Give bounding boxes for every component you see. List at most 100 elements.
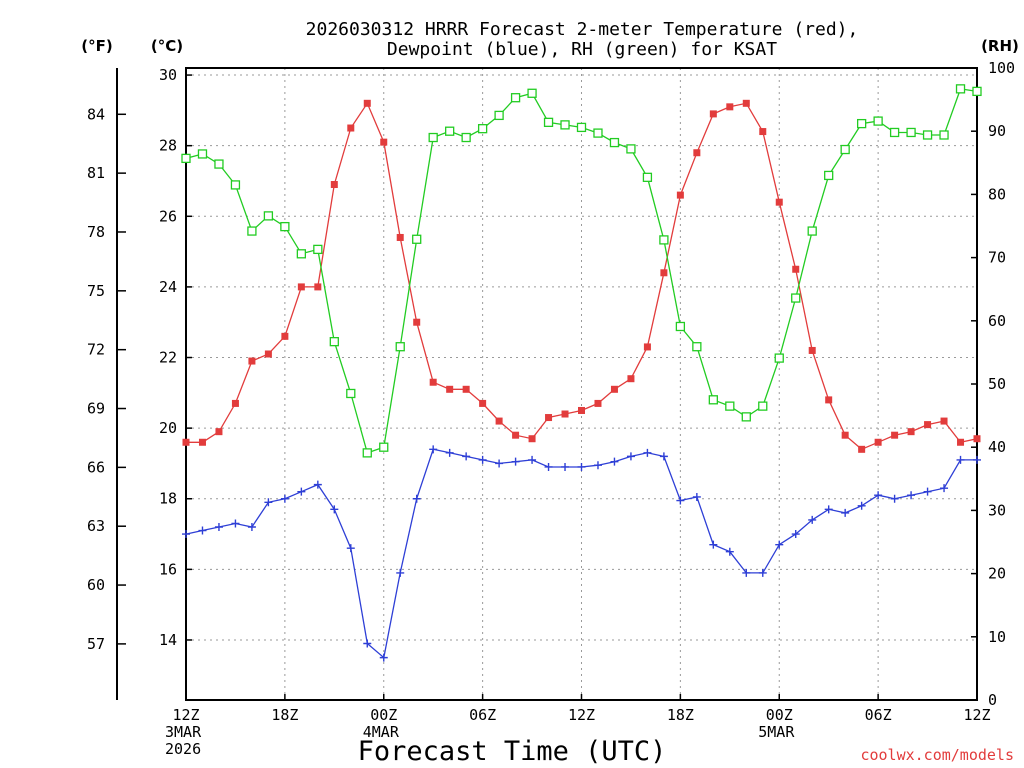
dewpoint-point <box>247 522 256 531</box>
dewpoint-series <box>182 445 981 662</box>
rh-point <box>527 88 537 98</box>
title-line-2: Dewpoint (blue), RH (green) for KSAT <box>387 39 777 60</box>
dewpoint-point <box>626 452 635 461</box>
celsius-unit-label: (°C) <box>151 37 183 55</box>
rh-point <box>379 442 389 452</box>
rh-point <box>395 342 405 352</box>
rh-point <box>477 124 488 134</box>
rh-point <box>840 144 850 155</box>
dewpoint-point <box>890 494 899 503</box>
rh-point <box>181 153 191 164</box>
temperature-point <box>874 438 882 446</box>
x-tick-label: 06Z <box>469 706 496 724</box>
temperature-point <box>413 318 421 326</box>
dewpoint-point <box>511 457 520 466</box>
dewpoint-point <box>824 505 833 514</box>
rh-point <box>725 401 735 411</box>
dewpoint-point <box>544 462 553 471</box>
rh-tick-label: 20 <box>988 565 1006 583</box>
dewpoint-point <box>791 530 800 539</box>
dewpoint-point <box>940 484 949 493</box>
temperature-point <box>825 396 833 404</box>
rh-tick-label: 90 <box>988 122 1006 140</box>
rh-point <box>280 221 290 232</box>
rh-point <box>412 234 422 244</box>
rh-point <box>972 86 982 97</box>
dewpoint-point <box>775 540 784 549</box>
x-tick-label: 00Z <box>370 706 397 724</box>
temperature-point <box>940 417 948 425</box>
dewpoint-point <box>198 526 207 535</box>
dewpoint-point <box>528 455 537 464</box>
rh-point <box>247 226 257 236</box>
dewpoint-point <box>561 462 570 471</box>
dewpoint-point <box>676 496 685 505</box>
dewpoint-point <box>907 491 916 500</box>
temperature-point <box>808 346 816 354</box>
rh-point <box>510 93 521 103</box>
x-tick-label: 12Z <box>172 706 199 724</box>
rh-point <box>922 130 933 140</box>
celsius-tick-label: 16 <box>159 560 177 578</box>
temperature-point <box>380 138 388 146</box>
x-tick-label: 2026 <box>165 740 201 758</box>
temperature-point <box>264 350 272 358</box>
temperature-point <box>528 435 536 443</box>
dewpoint-point <box>577 462 586 471</box>
dewpoint-point <box>231 519 240 528</box>
rh-point <box>889 127 900 138</box>
temperature-point <box>215 428 223 436</box>
temperature-point <box>907 428 915 436</box>
rh-point <box>675 321 686 332</box>
temperature-point <box>709 110 717 118</box>
rh-point <box>626 144 636 154</box>
temperature-point <box>973 435 981 443</box>
rh-point <box>428 132 438 143</box>
rh-tick-label: 50 <box>988 375 1006 393</box>
rh-point <box>873 116 883 126</box>
fahrenheit-tick-label: 69 <box>87 400 105 418</box>
grid <box>186 68 977 700</box>
rh-tick-label: 40 <box>988 438 1006 456</box>
dewpoint-point <box>297 487 306 496</box>
rh-point <box>362 448 372 458</box>
rh-point <box>494 110 504 121</box>
fahrenheit-tick-label: 78 <box>87 223 105 241</box>
rh-point <box>609 137 620 148</box>
rh-point <box>642 172 653 182</box>
fahrenheit-tick-label: 81 <box>87 164 105 182</box>
rh-point <box>692 342 702 352</box>
x-tick-label: 4MAR <box>363 723 400 741</box>
temperature-point <box>561 410 569 418</box>
x-tick-label: 5MAR <box>758 723 795 741</box>
dewpoint-point <box>264 498 273 507</box>
rh-point <box>445 126 455 136</box>
temperature-point <box>446 385 454 393</box>
rh-point <box>296 249 307 259</box>
temperature-point <box>578 406 585 414</box>
rh-tick-label: 30 <box>988 501 1006 519</box>
dewpoint-point <box>923 487 932 496</box>
temperature-point <box>462 385 470 393</box>
celsius-tick-label: 26 <box>159 207 177 225</box>
temperature-point <box>182 438 190 446</box>
rh-point <box>560 120 570 130</box>
series-layer <box>181 84 982 662</box>
fahrenheit-tick-label: 63 <box>87 517 105 535</box>
dewpoint-point <box>659 452 668 461</box>
temperature-point <box>429 378 437 386</box>
dewpoint-point <box>379 653 388 662</box>
fahrenheit-tick-label: 84 <box>87 105 105 123</box>
temperature-point <box>396 233 404 241</box>
dewpoint-point <box>495 459 504 468</box>
fahrenheit-tick-label: 75 <box>87 282 105 300</box>
temperature-point <box>594 399 602 407</box>
dewpoint-point <box>973 455 981 464</box>
dewpoint-point <box>396 568 405 577</box>
plot-frame <box>185 67 978 701</box>
temperature-point <box>858 445 866 453</box>
temperature-point <box>545 414 553 422</box>
dewpoint-point <box>330 505 339 514</box>
chart-title: 2026030312 HRRR Forecast 2-meter Tempera… <box>306 19 859 60</box>
